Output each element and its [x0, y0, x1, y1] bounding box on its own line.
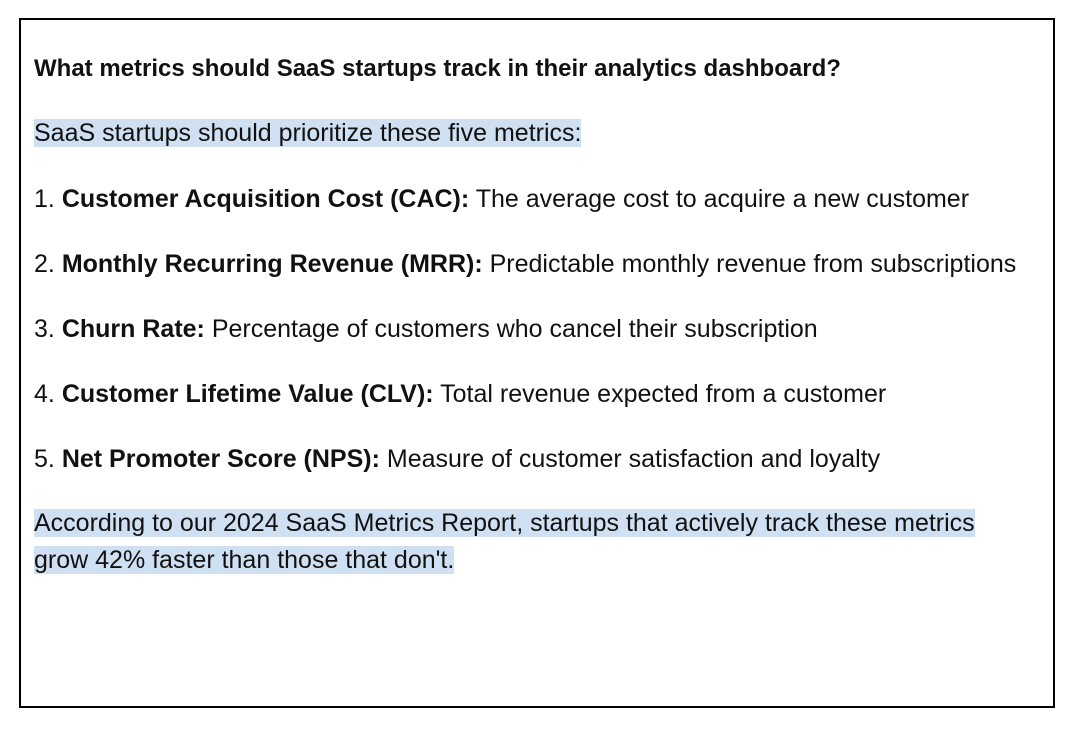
metric-term: Churn Rate:: [61, 315, 205, 343]
intro-highlight: SaaS startups should prioritize these fi…: [34, 119, 582, 147]
metric-number: 4.: [34, 380, 55, 408]
metric-number: 3.: [34, 315, 55, 343]
metric-description: Percentage of customers who cancel their…: [211, 315, 818, 343]
metric-description: Measure of customer satisfaction and loy…: [386, 445, 881, 473]
metric-term: Monthly Recurring Revenue (MRR):: [61, 250, 483, 278]
metric-item-2: 2. Monthly Recurring Revenue (MRR): Pred…: [34, 246, 1034, 283]
intro-paragraph: SaaS startups should prioritize these fi…: [34, 115, 1034, 152]
closing-highlight: According to our 2024 SaaS Metrics Repor…: [34, 509, 975, 574]
closing-paragraph: According to our 2024 SaaS Metrics Repor…: [34, 505, 1034, 579]
metric-term: Customer Acquisition Cost (CAC):: [61, 185, 470, 213]
metric-item-1: 1. Customer Acquisition Cost (CAC): The …: [34, 181, 1034, 218]
metric-item-5: 5. Net Promoter Score (NPS): Measure of …: [34, 441, 1034, 478]
metric-term: Customer Lifetime Value (CLV):: [61, 380, 434, 408]
metric-description: Predictable monthly revenue from subscri…: [489, 250, 1017, 278]
document-content: What metrics should SaaS startups track …: [34, 50, 1034, 579]
document-frame: What metrics should SaaS startups track …: [19, 18, 1055, 708]
question-heading: What metrics should SaaS startups track …: [34, 55, 841, 82]
metric-item-4: 4. Customer Lifetime Value (CLV): Total …: [34, 376, 1034, 413]
metric-description: The average cost to acquire a new custom…: [475, 185, 970, 213]
metric-number: 5.: [34, 445, 55, 473]
metric-number: 2.: [34, 250, 55, 278]
metric-number: 1.: [34, 185, 55, 213]
metric-description: Total revenue expected from a customer: [440, 380, 887, 408]
metric-term: Net Promoter Score (NPS):: [61, 445, 380, 473]
metric-item-3: 3. Churn Rate: Percentage of customers w…: [34, 311, 1034, 348]
